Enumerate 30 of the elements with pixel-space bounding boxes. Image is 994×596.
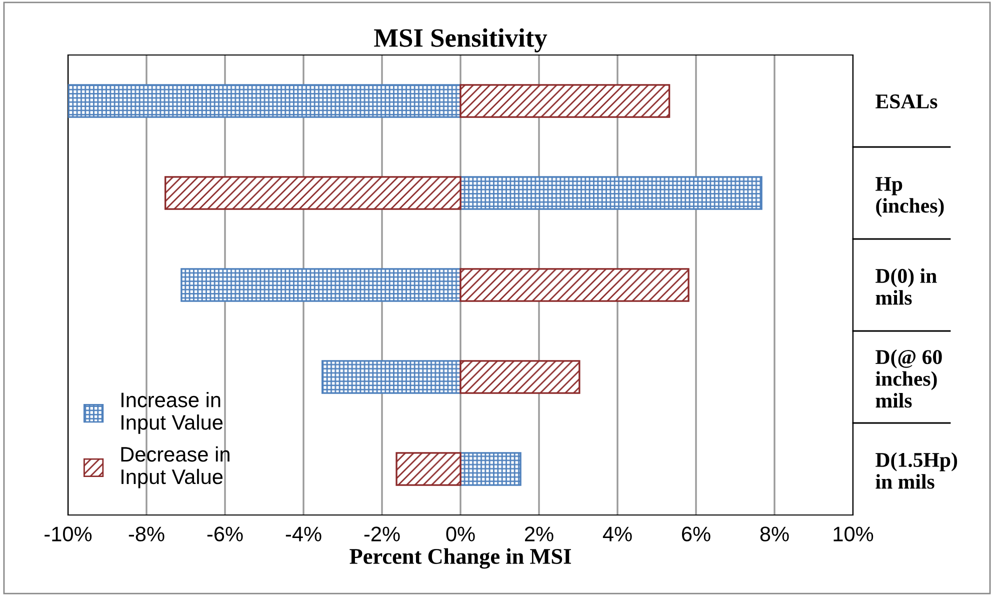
x-tick-label: -6% — [207, 526, 243, 542]
chart-title: MSI Sensitivity — [374, 28, 548, 52]
bar — [180, 268, 462, 302]
y-tick-label: D(1.5Hp) in mils — [876, 452, 958, 489]
bar — [460, 268, 690, 302]
x-tick-label: 0% — [446, 526, 475, 542]
y-tick-label: Hp (inches) — [876, 177, 944, 218]
bar — [460, 84, 670, 118]
bar — [460, 176, 762, 210]
x-tick-label: 4% — [602, 526, 632, 542]
x-axis-title: Percent Change in MSI — [350, 548, 571, 569]
x-tick-label: -2% — [364, 526, 400, 542]
x-tick-label: -10% — [44, 526, 92, 542]
legend-label: Decrease in Input Value — [121, 446, 230, 488]
bar — [460, 360, 580, 394]
y-tick-label: D(@ 60 inches) mils — [876, 349, 942, 408]
x-tick-label: -8% — [128, 526, 164, 542]
bar — [68, 84, 462, 118]
bar — [396, 452, 462, 486]
bar — [322, 360, 462, 394]
bar — [164, 176, 462, 210]
y-tick-label: D(0) in mils — [876, 268, 937, 305]
bar — [460, 452, 522, 486]
legend-label: Increase in Input Value — [122, 392, 223, 434]
x-tick-label: 8% — [760, 526, 789, 542]
x-tick-label: 2% — [524, 526, 554, 542]
x-tick-label: 6% — [682, 526, 710, 542]
y-tick-label: ESALs — [876, 94, 938, 108]
x-tick-label: -4% — [286, 526, 322, 542]
x-tick-label: 10% — [834, 526, 874, 542]
